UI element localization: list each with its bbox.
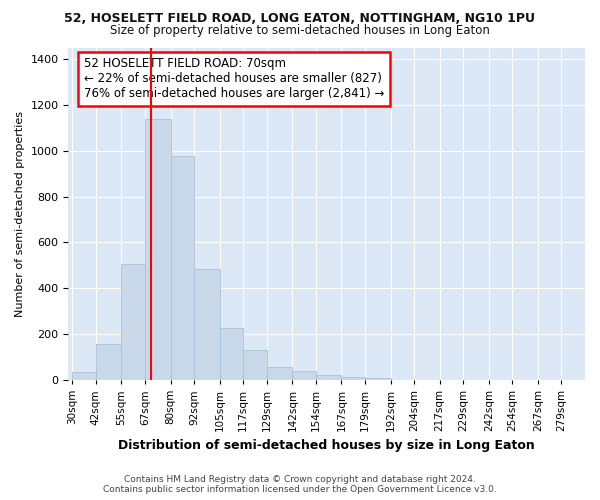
X-axis label: Distribution of semi-detached houses by size in Long Eaton: Distribution of semi-detached houses by …: [118, 440, 535, 452]
Bar: [194, 269, 220, 380]
Bar: [267, 366, 292, 380]
Bar: [365, 378, 391, 380]
Text: 52 HOSELETT FIELD ROAD: 70sqm
← 22% of semi-detached houses are smaller (827)
76: 52 HOSELETT FIELD ROAD: 70sqm ← 22% of s…: [84, 58, 384, 100]
Bar: [220, 328, 243, 380]
Text: 52, HOSELETT FIELD ROAD, LONG EATON, NOTTINGHAM, NG10 1PU: 52, HOSELETT FIELD ROAD, LONG EATON, NOT…: [65, 12, 536, 26]
Bar: [316, 376, 341, 380]
Bar: [341, 376, 365, 380]
Bar: [121, 264, 145, 380]
Bar: [243, 350, 267, 380]
Text: Contains HM Land Registry data © Crown copyright and database right 2024.
Contai: Contains HM Land Registry data © Crown c…: [103, 474, 497, 494]
Y-axis label: Number of semi-detached properties: Number of semi-detached properties: [15, 111, 25, 317]
Bar: [145, 118, 170, 380]
Bar: [96, 344, 121, 380]
Text: Size of property relative to semi-detached houses in Long Eaton: Size of property relative to semi-detach…: [110, 24, 490, 37]
Bar: [292, 372, 316, 380]
Bar: [170, 156, 194, 380]
Bar: [73, 372, 96, 380]
